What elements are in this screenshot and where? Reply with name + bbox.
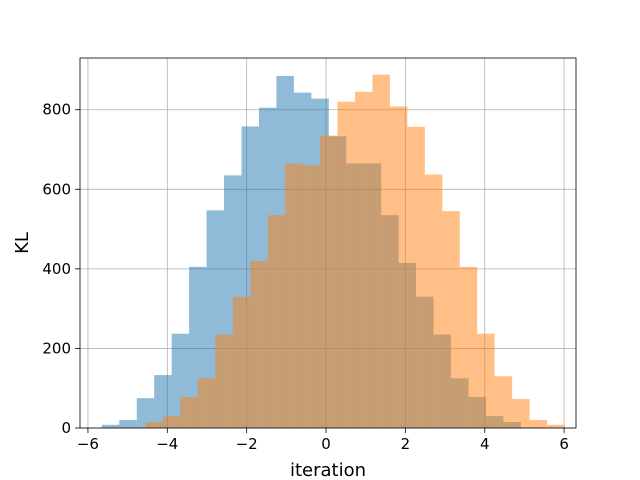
plot-frame: [79, 57, 577, 429]
histogram-bar-series-2: [180, 396, 198, 428]
histogram-bar-series-2: [512, 398, 530, 428]
x-tick-label: −2: [236, 435, 258, 453]
histogram-bar-series-2: [197, 378, 216, 428]
x-tick-label: 2: [401, 435, 411, 453]
x-tick-label: −6: [77, 435, 99, 453]
histogram-bar-series-2: [424, 174, 443, 428]
histogram-bar-series-1: [136, 398, 155, 428]
histogram-bar-series-2: [337, 101, 355, 429]
histogram-bar-series-2: [477, 333, 495, 428]
y-tick-label: 0: [61, 419, 71, 437]
y-tick-label: 200: [42, 339, 71, 357]
histogram-bar-series-1: [101, 424, 120, 428]
histogram-bar-series-2: [162, 416, 181, 428]
x-axis-label: iteration: [290, 460, 366, 480]
histogram-bar-series-2: [250, 260, 268, 428]
y-axis-label: KL: [12, 232, 33, 254]
histogram-bar-series-2: [407, 126, 425, 429]
histogram-bar-series-2: [459, 266, 478, 428]
histogram-bar-series-2: [389, 106, 408, 429]
y-tick-label: 800: [42, 101, 71, 119]
y-tick-label: 400: [42, 260, 71, 278]
y-tick-label: 600: [42, 180, 71, 198]
axis-ticks: −6 −4 −2 0 2 4 6 0 200 400 600 800: [42, 101, 569, 453]
histogram-bar-series-2: [529, 420, 548, 428]
x-tick-label: 4: [480, 435, 490, 453]
histogram-bar-series-2: [442, 211, 460, 428]
histogram-bar-series-2: [320, 135, 338, 429]
histogram-bar-series-2: [232, 296, 251, 428]
x-tick-label: −4: [156, 435, 178, 453]
histogram-bar-series-2: [354, 91, 373, 429]
histogram-bar-series-2: [215, 334, 233, 428]
histogram-bars: [101, 74, 565, 429]
histogram-bar-series-2: [302, 165, 321, 428]
x-tick-label: 6: [559, 435, 569, 453]
histogram-bar-series-2: [372, 74, 390, 428]
histogram-bar-series-2: [547, 424, 565, 428]
histogram-bar-series-2: [494, 376, 513, 428]
histogram-bar-series-1: [154, 375, 172, 428]
histogram-bar-series-2: [285, 163, 303, 428]
histogram-bar-series-2: [267, 215, 286, 428]
histogram-bar-series-1: [119, 420, 137, 428]
x-tick-label: 0: [321, 435, 331, 453]
histogram-bar-series-2: [145, 422, 163, 428]
